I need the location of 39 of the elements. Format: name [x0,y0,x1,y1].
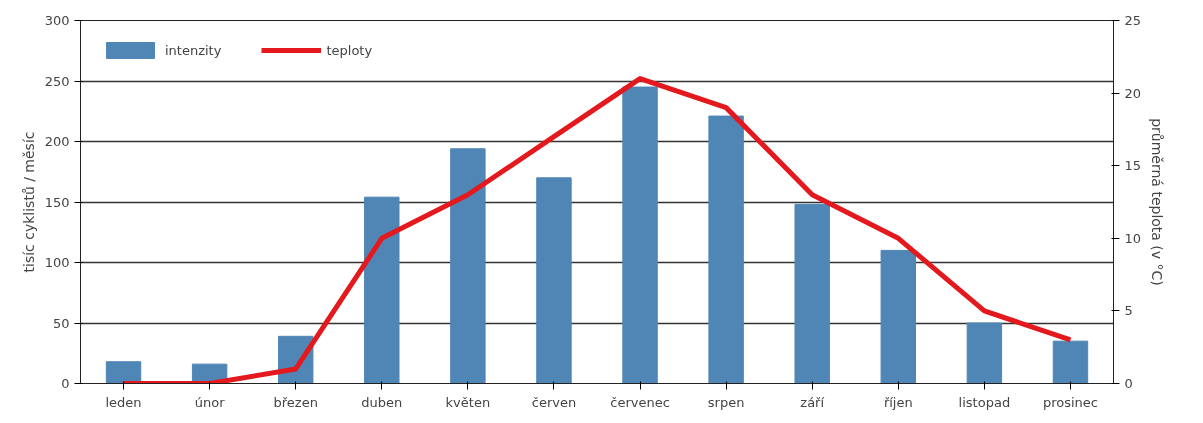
x-tick-label: říjen [883,394,913,410]
bar [794,203,830,384]
y-tick-label: 200 [44,134,70,149]
y2-tick-label: 20 [1124,85,1142,101]
x-tick-label: červen [531,394,577,410]
y2-tick-label: 5 [1124,303,1133,319]
y2-tick-label: 0 [1124,376,1133,391]
x-tick-label: únor [194,394,226,410]
x-tick-label: prosinec [1042,394,1098,410]
y2-tick-label: 10 [1124,230,1142,246]
y-tick-label: 250 [44,73,70,89]
bar [708,115,744,384]
bar [536,177,572,384]
x-tick-label: duben [361,394,403,410]
y-tick-label: 0 [61,376,70,391]
x-tick-label: září [800,394,825,410]
x-tick-label: červenec [610,394,670,410]
x-tick-label: březen [273,394,318,410]
x-tick-label: srpen [707,394,745,410]
bar [364,196,400,384]
bar [1052,340,1089,384]
x-tick-label: květen [445,394,491,410]
y-tick-label: 50 [52,315,70,331]
bar [105,361,142,384]
legend-label: intenzity [165,42,222,58]
bar [880,249,917,384]
y-tick-label: 300 [44,13,70,28]
x-tick-label: listopad [958,394,1011,410]
y2-tick-label: 25 [1124,13,1142,28]
bar [966,322,1003,384]
bar [622,86,658,384]
y2-tick-label: 15 [1124,158,1142,174]
bar [450,148,486,384]
y-tick-label: 150 [44,194,70,210]
legend-label: teploty [326,42,373,58]
x-tick-label: leden [105,394,142,410]
y-axis-title: tisíc cyklistů / měsíc [20,131,37,273]
y2-axis-title: průměrná teplota (v °C) [1149,118,1166,286]
y-tick-label: 100 [44,255,70,270]
